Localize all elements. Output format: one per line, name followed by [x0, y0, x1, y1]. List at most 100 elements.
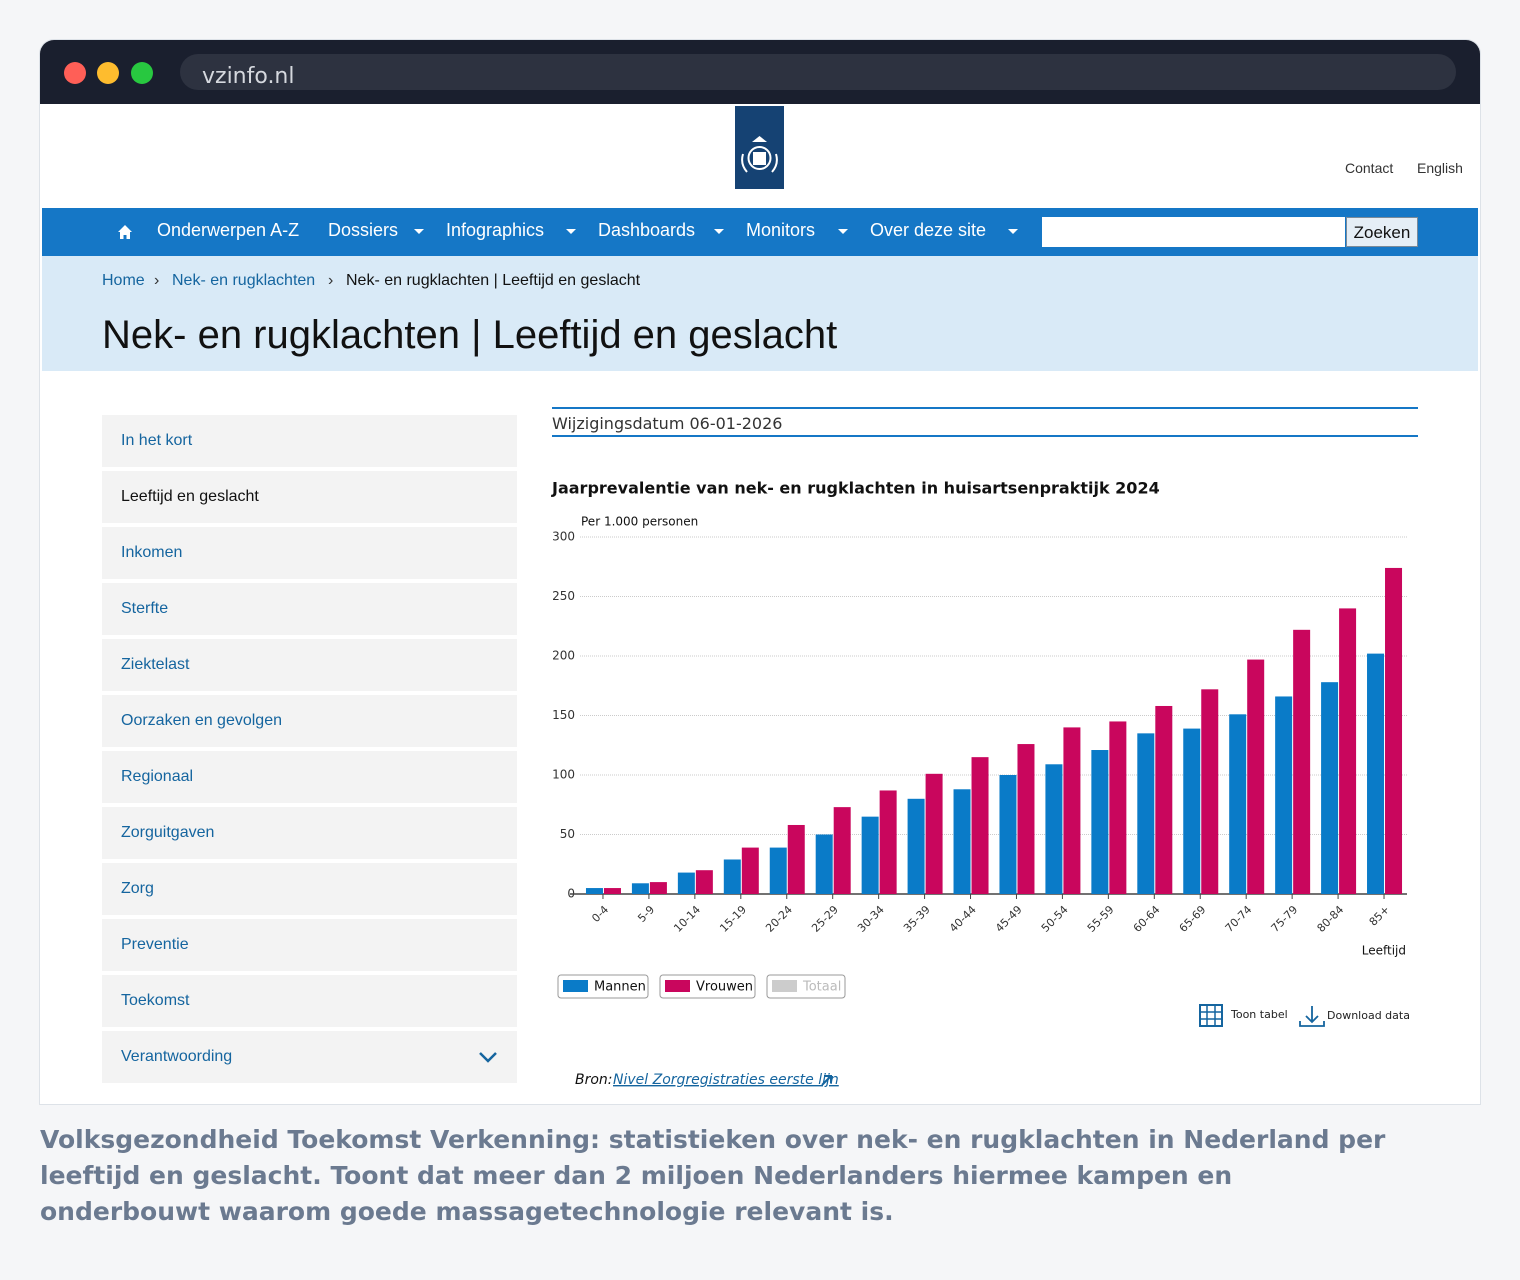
bar [787, 824, 805, 894]
x-tick-label: 35-39 [901, 903, 933, 935]
address-bar[interactable]: vzinfo.nl [180, 54, 1456, 90]
minimize-button[interactable] [97, 62, 119, 84]
bar [1385, 567, 1403, 894]
search-button[interactable]: Zoeken [1346, 217, 1418, 247]
x-tick-label: 50-54 [1039, 903, 1071, 935]
sidebar-item[interactable]: Oorzaken en gevolgen [102, 695, 517, 747]
sidebar-item[interactable]: Ziektelast [102, 639, 517, 691]
bar [649, 882, 667, 894]
nav-item[interactable]: Infographics [446, 220, 545, 240]
external-link-icon [821, 1075, 832, 1086]
breadcrumb-link[interactable]: Nek- en rugklachten [172, 272, 316, 289]
y-tick-label: 300 [552, 530, 575, 544]
bar [695, 870, 713, 894]
contact-link[interactable]: Contact [1345, 160, 1394, 176]
maximize-button[interactable] [131, 62, 153, 84]
source-link[interactable]: Nivel Zorgregistraties eerste lijn [613, 1072, 839, 1088]
y-axis-label: Per 1.000 personen [581, 515, 698, 529]
bar [723, 859, 741, 894]
expand-chevron[interactable] [478, 1051, 498, 1063]
bar [1367, 653, 1385, 894]
language-link[interactable]: English [1417, 160, 1463, 176]
sidebar-item[interactable]: Verantwoording [102, 1031, 517, 1083]
y-tick-label: 200 [552, 649, 575, 663]
legend-label: Vrouwen [696, 980, 753, 995]
nav-item[interactable]: Dossiers [328, 220, 399, 240]
sidebar-item[interactable]: Inkomen [102, 527, 517, 579]
close-button[interactable] [64, 62, 86, 84]
x-tick-label: 45-49 [993, 903, 1025, 935]
caption: Volksgezondheid Toekomst Verkenning: sta… [40, 1125, 1386, 1226]
bar [741, 847, 759, 894]
bar [1201, 689, 1219, 894]
search-input[interactable] [1042, 217, 1345, 247]
bar [861, 816, 879, 894]
nav-item[interactable]: Over deze site [870, 220, 987, 240]
sidebar-item[interactable]: Preventie [102, 919, 517, 971]
y-tick-label: 100 [552, 768, 575, 782]
logo[interactable] [735, 106, 784, 189]
sidebar-item[interactable]: Leeftijd en geslacht [102, 471, 517, 523]
dropdown-caret[interactable] [566, 229, 576, 234]
breadcrumb-current: Nek- en rugklachten | Leeftijd en geslac… [346, 272, 641, 289]
breadcrumb-separator: › [328, 272, 334, 289]
sidebar-item[interactable]: In het kort [102, 415, 517, 467]
nav-item[interactable]: Dashboards [598, 220, 696, 240]
y-tick-label: 250 [552, 589, 575, 603]
x-tick-label: 30-34 [855, 903, 887, 935]
sidebar-item[interactable]: Zorg [102, 863, 517, 915]
legend-label: Mannen [594, 980, 646, 995]
dropdown-caret[interactable] [714, 229, 724, 234]
x-tick-label: 10-14 [671, 903, 703, 935]
breadcrumb-link[interactable]: Home [102, 272, 145, 289]
x-tick-label: 55-59 [1085, 903, 1117, 935]
x-tick-label: 15-19 [717, 903, 749, 935]
bar [815, 834, 833, 894]
main-nav: Onderwerpen A-Z Dossiers Infographics Da… [42, 208, 1478, 256]
bar [1155, 705, 1173, 894]
sidebar-item[interactable]: Zorguitgaven [102, 807, 517, 859]
x-tick-label: 80-84 [1315, 903, 1347, 935]
title-bar: vzinfo.nl [40, 40, 1480, 104]
legend-swatch [563, 980, 588, 992]
y-tick-label: 50 [560, 827, 575, 841]
bar [953, 789, 971, 894]
legend-label: Totaal [802, 980, 841, 995]
bar [631, 883, 649, 894]
bar [1045, 764, 1063, 894]
bar [603, 888, 621, 894]
download-icon[interactable] [1299, 1006, 1325, 1027]
bar [971, 757, 989, 894]
table-icon[interactable] [1199, 1004, 1223, 1027]
sidebar-item[interactable]: Regionaal [102, 751, 517, 803]
home-icon[interactable] [118, 225, 132, 239]
show-table-button[interactable]: Toon tabel [1230, 1008, 1288, 1021]
dropdown-caret[interactable] [1008, 229, 1018, 234]
x-tick-label: 65-69 [1177, 903, 1209, 935]
bar [907, 798, 925, 894]
download-button[interactable]: Download data [1327, 1009, 1410, 1022]
bar [1091, 750, 1109, 894]
y-tick-label: 150 [552, 708, 575, 722]
bar [1017, 744, 1035, 894]
sidebar-item[interactable]: Toekomst [102, 975, 517, 1027]
bar [1063, 727, 1081, 894]
browser-window: vzinfo.nl Contact English Onderwerpen A-… [40, 40, 1480, 1104]
bar [1229, 714, 1247, 894]
bar [1339, 608, 1357, 894]
x-tick-label: 20-24 [763, 903, 795, 935]
bar [1247, 659, 1265, 894]
bar [1109, 721, 1127, 894]
sidebar-item[interactable]: Sterfte [102, 583, 517, 635]
breadcrumb-separator: › [154, 272, 160, 289]
bar [879, 790, 897, 894]
dropdown-caret[interactable] [414, 229, 424, 234]
page-title: Nek- en rugklachten | Leeftijd en geslac… [102, 313, 838, 357]
logo-emblem [741, 136, 778, 173]
bar [999, 775, 1017, 894]
nav-item[interactable]: Monitors [746, 220, 816, 240]
x-tick-label: 0-4 [589, 903, 611, 925]
dropdown-caret[interactable] [838, 229, 848, 234]
nav-item[interactable]: Onderwerpen A-Z [157, 220, 300, 240]
